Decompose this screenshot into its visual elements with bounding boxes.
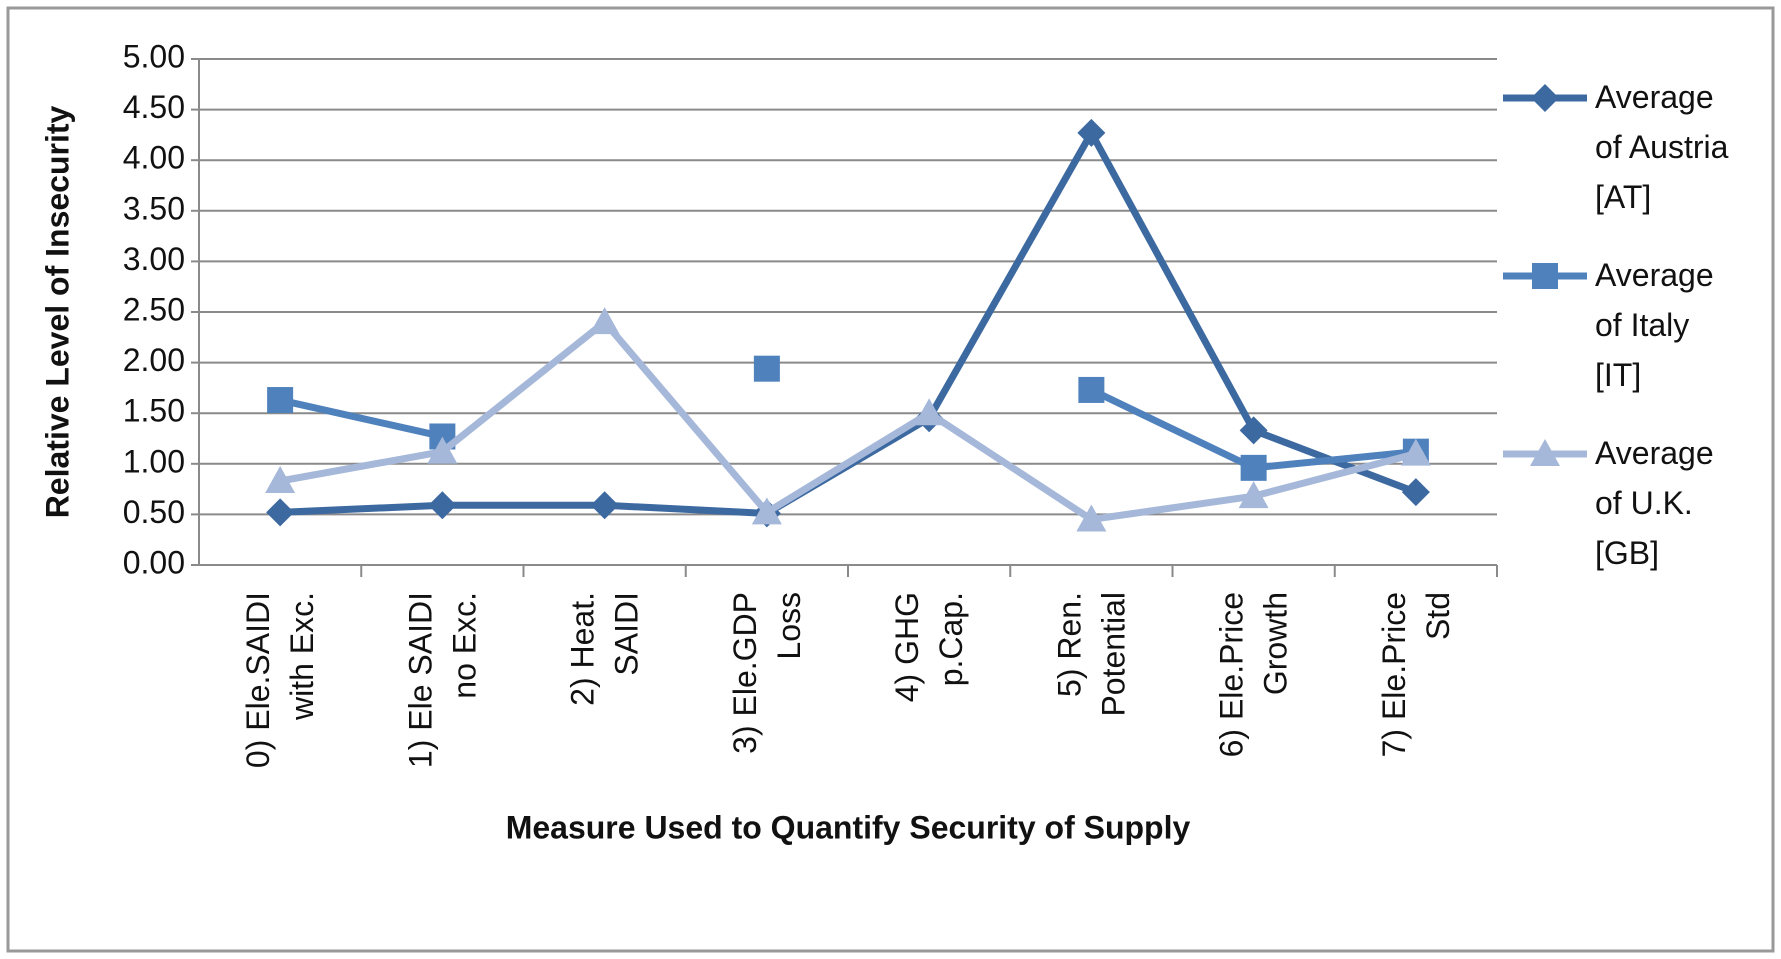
y-tick-label: 0.50: [123, 494, 185, 530]
x-tick-label: 6) Ele.Price Growth: [1214, 592, 1294, 757]
legend-marker: [1531, 84, 1559, 112]
point: [265, 466, 296, 494]
y-tick-label: 2.00: [123, 342, 185, 378]
legend-marker: [1530, 439, 1560, 466]
y-tick-label: 3.00: [123, 241, 185, 277]
legend-label: Average of Italy [IT]: [1595, 257, 1714, 393]
x-tick-label: 3) Ele.GDP Loss: [727, 592, 807, 754]
series-line: [279, 318, 1417, 523]
legend-label: Average of Austria [AT]: [1595, 79, 1729, 215]
x-axis-title: Measure Used to Quantify Security of Sup…: [506, 809, 1191, 845]
point: [1401, 478, 1430, 507]
y-tick-label: 1.50: [123, 393, 185, 429]
legend-label: Average of U.K. [GB]: [1595, 435, 1714, 571]
y-tick-label: 4.50: [123, 89, 185, 125]
x-tick-label: 1) Ele SAIDI no Exc.: [402, 592, 482, 768]
y-tick-label: 5.00: [123, 38, 185, 74]
point: [751, 497, 782, 525]
point: [589, 307, 620, 335]
point: [753, 355, 780, 382]
point: [914, 398, 945, 426]
y-axis-title: Relative Level of Insecurity: [39, 105, 75, 518]
point: [1239, 416, 1268, 445]
x-tick-label: 5) Ren. Potential: [1051, 592, 1131, 717]
point: [428, 491, 457, 520]
y-tick-label: 0.00: [123, 544, 185, 580]
legend: Average of Austria [AT] Average of Italy …: [1503, 72, 1735, 606]
legend-entry: Average of U.K. [GB]: [1503, 428, 1735, 578]
y-tick-label: 1.00: [123, 443, 185, 479]
point: [1077, 118, 1106, 147]
x-tick-label: 0) Ele.SAIDI with Exc.: [240, 592, 320, 768]
point: [590, 491, 619, 520]
y-tick-label: 2.50: [123, 291, 185, 327]
legend-entry: Average of Austria [AT]: [1503, 72, 1735, 222]
frame: [6, 6, 1775, 953]
legend-swatch: [1503, 439, 1587, 466]
legend-marker: [1532, 263, 1558, 289]
point: [1400, 438, 1431, 466]
x-tick-label: 4) GHG p.Cap.: [889, 592, 969, 702]
y-tick-label: 3.50: [123, 190, 185, 226]
x-tick-label: 7) Ele.Price Std: [1376, 592, 1456, 757]
legend-swatch: [1503, 84, 1587, 112]
point: [267, 387, 294, 414]
point: [1078, 376, 1105, 403]
point: [1076, 504, 1107, 532]
x-tick-label: 2) Heat. SAIDI: [565, 592, 645, 706]
legend-swatch: [1503, 263, 1587, 289]
point: [266, 498, 295, 527]
point: [1240, 454, 1267, 481]
point: [1238, 481, 1269, 509]
y-tick-label: 4.00: [123, 140, 185, 176]
legend-entry: Average of Italy [IT]: [1503, 250, 1735, 400]
point: [427, 436, 458, 464]
